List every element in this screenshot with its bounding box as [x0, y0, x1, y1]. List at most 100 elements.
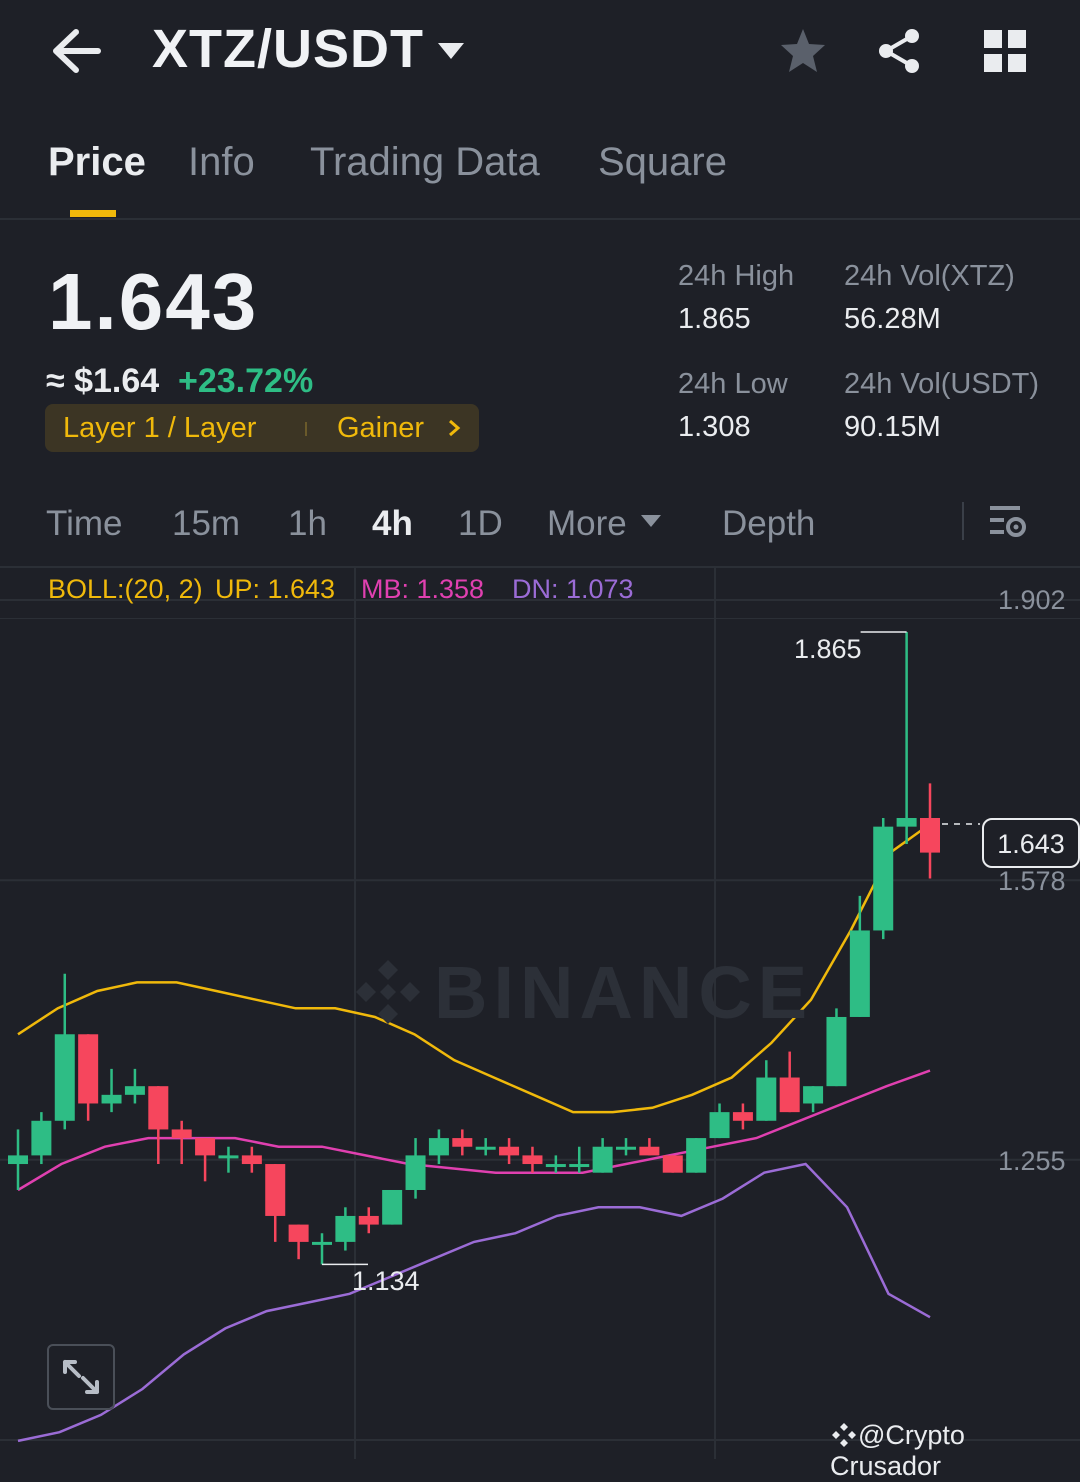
tab-trading-data[interactable]: Trading Data: [310, 140, 540, 184]
candle: [475, 1138, 496, 1156]
candle: [8, 1129, 28, 1190]
vol-quote-value: 90.15M: [844, 411, 941, 443]
candle: [662, 1155, 683, 1173]
candle: [545, 1155, 566, 1173]
candle: [101, 1068, 122, 1113]
candle: [779, 1051, 800, 1113]
candle: [896, 632, 917, 844]
candle: [428, 1129, 449, 1165]
tag-badge: Gainer: [337, 412, 425, 444]
boll-dn-line: [17, 1162, 931, 1443]
candle: [54, 973, 75, 1130]
boll-mb-line: [17, 1069, 931, 1192]
chevron-right-icon: [447, 418, 461, 443]
low-label: 24h Low: [678, 368, 788, 400]
watermark-text: BINANCE: [434, 951, 814, 1034]
candle: [732, 1103, 753, 1130]
current-price-label: 1.643: [997, 829, 1065, 859]
boll-mb-value: MB: 1.358: [361, 574, 485, 604]
high-label: 24h High: [678, 260, 795, 292]
chart-settings-icon[interactable]: [986, 502, 1028, 542]
candle: [803, 1086, 824, 1113]
candle: [405, 1138, 426, 1199]
dropdown-caret-icon[interactable]: [436, 40, 466, 62]
current-price-marker: 1.643: [982, 818, 1080, 868]
binance-watermark: BINANCE: [352, 950, 813, 1035]
candle: [639, 1138, 660, 1156]
vol-base-value: 56.28M: [844, 303, 941, 335]
interval-15m[interactable]: 15m: [172, 504, 241, 543]
candle: [569, 1146, 590, 1173]
candle: [382, 1189, 403, 1225]
candle: [499, 1138, 520, 1165]
change-percent: +23.72%: [178, 362, 314, 400]
bollinger-row: BOLL:(20, 2) UP: 1.643 MB: 1.358 DN: 1.0…: [0, 566, 1080, 619]
fiat-price: ≈ $1.64: [46, 362, 160, 400]
candle: [616, 1138, 636, 1156]
candle: [148, 1086, 169, 1165]
candlestick-chart[interactable]: [0, 566, 1080, 1459]
tag-separator: [305, 422, 307, 436]
candle: [241, 1146, 262, 1173]
star-icon[interactable]: [778, 26, 828, 76]
candle: [920, 783, 940, 879]
page-tabs: Price Info Trading Data Square: [0, 130, 1080, 220]
boll-up-line: [17, 823, 931, 1114]
share-icon[interactable]: [874, 26, 924, 76]
candle: [826, 1008, 847, 1087]
candle: [452, 1129, 473, 1156]
boll-up-value: UP: 1.643: [215, 574, 336, 604]
candle: [171, 1120, 192, 1165]
interval-time[interactable]: Time: [46, 504, 123, 543]
vol-quote-label: 24h Vol(USDT): [844, 368, 1040, 400]
candle: [312, 1233, 332, 1265]
high-value: 1.865: [678, 303, 751, 335]
candle: [358, 1207, 379, 1234]
high-annotation: 1.865: [794, 634, 862, 664]
candle: [124, 1068, 145, 1104]
candle: [686, 1138, 707, 1173]
interval-more[interactable]: More: [547, 504, 627, 543]
candle: [265, 1164, 286, 1242]
vol-base-label: 24h Vol(XTZ): [844, 260, 1015, 292]
boll-params: BOLL:(20, 2): [48, 574, 203, 604]
y-tick-1: 1.902: [998, 585, 1066, 615]
candle: [873, 818, 894, 940]
top-bar: XTZ/USDT: [0, 0, 1080, 110]
pair-title[interactable]: XTZ/USDT: [152, 19, 424, 79]
chart-area[interactable]: [0, 566, 1080, 1461]
active-tab-indicator: [70, 210, 116, 217]
interval-4h[interactable]: 4h: [372, 504, 413, 543]
tab-info[interactable]: Info: [188, 140, 255, 184]
tag-category: Layer 1 / Layer: [63, 412, 257, 444]
expand-chart-button[interactable]: [47, 1344, 115, 1410]
back-arrow-icon[interactable]: [48, 26, 104, 76]
toolbar-divider: [962, 502, 964, 540]
tab-price[interactable]: Price: [48, 140, 146, 184]
low-value: 1.308: [678, 411, 751, 443]
interval-1d[interactable]: 1D: [458, 504, 503, 543]
candle: [756, 1060, 777, 1121]
last-price: 1.643: [48, 257, 259, 346]
candle: [31, 1112, 52, 1165]
candle: [592, 1138, 613, 1173]
candle: [709, 1103, 730, 1139]
candle: [218, 1146, 239, 1173]
low-annotation: 1.134: [352, 1266, 420, 1296]
interval-1h[interactable]: 1h: [288, 504, 327, 543]
y-tick-2: 1.578: [998, 866, 1066, 896]
boll-dn-value: DN: 1.073: [512, 574, 634, 604]
candle: [288, 1224, 309, 1260]
credit-text: @Crypto Crusador: [830, 1420, 1080, 1482]
category-tag[interactable]: Layer 1 / Layer Gainer: [45, 404, 479, 452]
interval-depth[interactable]: Depth: [722, 504, 816, 543]
candle: [522, 1146, 543, 1173]
y-tick-3: 1.255: [998, 1146, 1066, 1176]
more-caret-icon[interactable]: [640, 514, 662, 528]
candle: [335, 1207, 356, 1251]
tab-square[interactable]: Square: [598, 140, 727, 184]
grid-menu-icon[interactable]: [982, 28, 1028, 74]
candle: [78, 1034, 99, 1121]
candle: [849, 895, 870, 1017]
candle: [195, 1138, 216, 1182]
